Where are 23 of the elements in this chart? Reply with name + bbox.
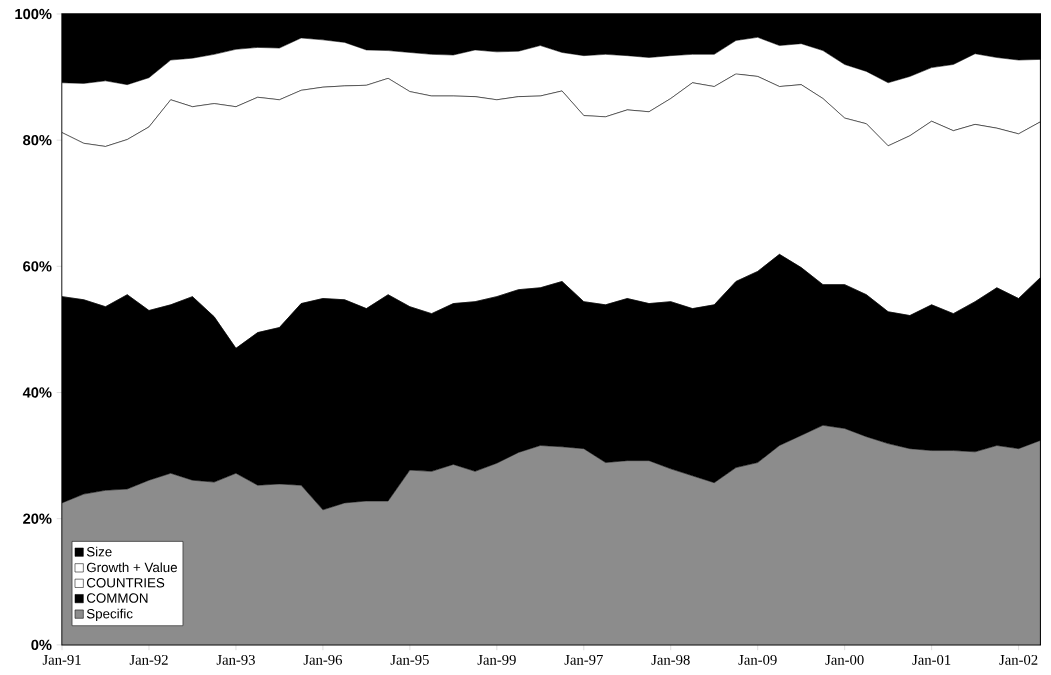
legend-label: COMMON bbox=[86, 593, 148, 603]
x-tick-label: Jan-95 bbox=[390, 654, 429, 665]
y-tick-label: 40% bbox=[22, 387, 52, 398]
y-tick-label: 60% bbox=[23, 261, 52, 272]
legend-label: Growth + Value bbox=[86, 562, 177, 573]
x-tick-label: Jan-92 bbox=[129, 654, 168, 665]
x-tick-label: Jan-09 bbox=[738, 654, 777, 665]
legend-label: Size bbox=[86, 546, 112, 557]
x-tick-label: Jan-01 bbox=[912, 654, 951, 665]
x-tick-label: Jan-96 bbox=[303, 654, 343, 665]
x-tick-label: Jan-93 bbox=[216, 654, 255, 665]
legend-label: Specific bbox=[86, 608, 133, 622]
x-tick-label: Jan-00 bbox=[825, 654, 864, 665]
x-tick-label: Jan-02 bbox=[999, 654, 1038, 665]
y-tick-label: 80% bbox=[23, 135, 52, 146]
y-tick-label: 0% bbox=[31, 639, 52, 651]
y-tick-label: 20% bbox=[23, 513, 52, 524]
x-tick-label: Jan-99 bbox=[477, 654, 516, 665]
x-tick-label: Jan-97 bbox=[564, 654, 603, 665]
x-tick-label: Jan-98 bbox=[651, 654, 690, 665]
legend-label: COUNTRIES bbox=[86, 578, 165, 588]
x-tick-label: Jan-91 bbox=[42, 654, 81, 665]
y-tick-label: 100% bbox=[15, 8, 52, 20]
